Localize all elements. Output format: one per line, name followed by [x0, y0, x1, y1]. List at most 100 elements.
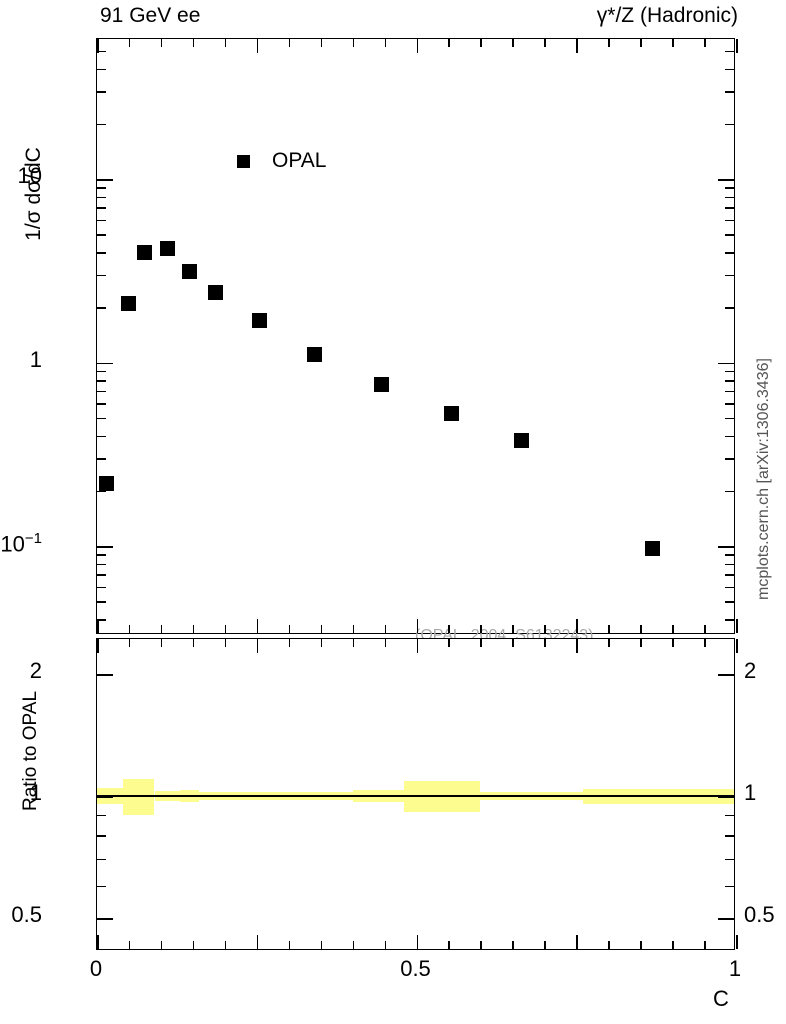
axis-tick — [725, 234, 734, 236]
axis-tick — [97, 123, 106, 126]
axis-tick — [736, 619, 738, 633]
x-tick-label: 0.5 — [400, 956, 431, 981]
axis-tick — [352, 625, 355, 633]
axis-tick — [320, 639, 323, 647]
axis-tick — [97, 639, 99, 653]
axis-tick — [97, 91, 106, 93]
axis-tick — [704, 639, 706, 647]
axis-tick — [576, 639, 578, 653]
axis-tick — [320, 625, 323, 633]
axis-tick — [224, 941, 227, 949]
axis-tick — [352, 941, 355, 949]
axis-tick — [97, 219, 106, 222]
axis-tick — [725, 307, 734, 309]
data-point-marker — [373, 376, 389, 392]
y-tick-label: 1 — [744, 780, 757, 805]
axis-tick — [97, 307, 106, 309]
axis-tick — [725, 574, 734, 576]
axis-tick — [97, 458, 106, 460]
axis-tick — [725, 619, 734, 621]
axis-tick — [725, 417, 734, 420]
axis-tick — [97, 274, 106, 277]
data-point-marker — [252, 312, 268, 328]
data-point-marker — [182, 263, 198, 279]
axis-tick — [725, 586, 734, 589]
legend: OPAL — [237, 149, 326, 173]
axis-tick — [576, 39, 578, 53]
axis-tick — [448, 39, 450, 47]
axis-tick — [725, 814, 734, 817]
axis-tick — [725, 50, 734, 53]
axis-tick — [725, 68, 734, 71]
axis-tick — [725, 885, 734, 888]
axis-tick — [97, 554, 106, 556]
axis-tick — [416, 639, 418, 653]
axis-tick — [288, 39, 291, 47]
axis-tick — [725, 490, 734, 493]
axis-tick — [725, 196, 734, 199]
axis-tick — [448, 639, 450, 647]
axis-tick — [416, 935, 418, 949]
y-axis-title-main: 1/σ dσ/dC — [22, 147, 45, 241]
axis-tick — [128, 941, 131, 949]
axis-tick — [725, 370, 734, 373]
axis-tick — [608, 39, 610, 47]
axis-tick — [320, 39, 323, 47]
legend-marker-opal-icon — [237, 154, 250, 168]
axis-tick — [640, 625, 642, 633]
main-plot-area — [97, 39, 734, 633]
axis-tick — [97, 179, 113, 181]
axis-tick — [97, 935, 99, 949]
data-point-marker — [99, 475, 115, 491]
axis-tick — [718, 362, 734, 364]
axis-tick — [725, 601, 734, 603]
header-process: γ*/Z (Hadronic) — [596, 4, 738, 27]
axis-tick — [718, 796, 734, 798]
data-point-marker — [514, 433, 530, 449]
credit-watermark: mcplots.cern.ch [arXiv:1306.3436] — [755, 358, 772, 600]
y-tick-label: 10 — [17, 163, 42, 188]
axis-tick — [544, 639, 546, 647]
y-tick-label: 0.5 — [11, 902, 42, 927]
axis-tick — [725, 219, 734, 222]
axis-tick — [736, 935, 738, 949]
axis-tick — [97, 490, 106, 493]
data-point-marker — [137, 244, 153, 260]
axis-tick — [97, 207, 106, 209]
axis-tick — [416, 39, 418, 53]
axis-tick — [224, 39, 227, 47]
axis-tick — [448, 941, 450, 949]
axis-tick — [320, 941, 323, 949]
axis-tick — [512, 941, 514, 949]
axis-tick — [192, 941, 195, 949]
axis-tick — [576, 935, 578, 949]
axis-tick — [725, 274, 734, 277]
axis-tick — [512, 639, 514, 647]
axis-tick — [736, 639, 738, 653]
y-axis-title-ratio: Ratio to OPAL — [20, 690, 41, 812]
axis-tick — [256, 39, 259, 53]
axis-tick — [97, 435, 106, 438]
axis-tick — [97, 563, 106, 566]
axis-tick — [718, 546, 734, 548]
axis-tick — [97, 234, 106, 236]
axis-tick — [97, 601, 106, 603]
axis-tick — [97, 858, 106, 861]
axis-tick — [640, 941, 642, 949]
axis-tick — [97, 586, 106, 589]
axis-tick — [256, 639, 259, 653]
axis-tick — [480, 39, 482, 47]
axis-tick — [544, 625, 546, 633]
axis-tick — [704, 39, 706, 47]
axis-tick — [725, 187, 734, 189]
axis-tick — [192, 639, 195, 647]
axis-tick — [97, 417, 106, 420]
axis-tick — [480, 941, 482, 949]
axis-tick — [725, 91, 734, 93]
axis-tick — [160, 625, 163, 633]
axis-tick — [192, 625, 195, 633]
y-tick-label: 0.5 — [744, 902, 775, 927]
axis-tick — [672, 941, 674, 949]
axis-tick — [672, 39, 674, 47]
